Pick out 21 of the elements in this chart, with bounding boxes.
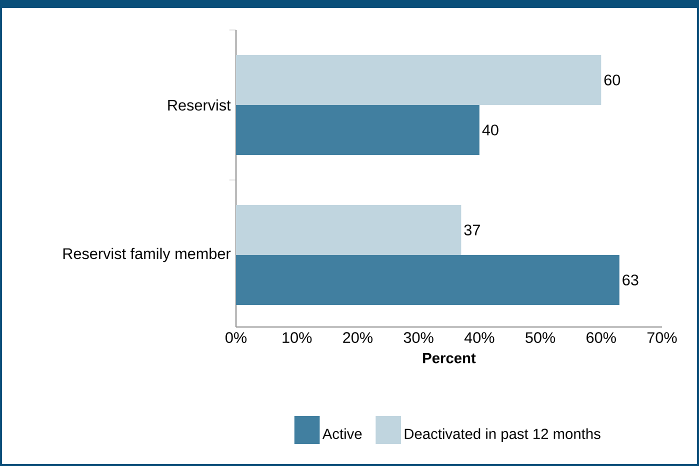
bar bbox=[236, 104, 480, 155]
x-tick-label: 60% bbox=[586, 332, 616, 343]
x-tick-label: 10% bbox=[282, 332, 312, 343]
x-tick-label: 40% bbox=[464, 332, 494, 343]
x-tick-label: 20% bbox=[343, 332, 373, 343]
x-tick-label: 70% bbox=[647, 332, 677, 343]
x-tick-label: 0% bbox=[226, 332, 247, 343]
bar bbox=[236, 254, 620, 305]
x-axis-title: Percent bbox=[423, 353, 476, 364]
data-label: 37 bbox=[464, 224, 480, 236]
bar bbox=[236, 54, 602, 105]
legend-label: Deactivated in past 12 months bbox=[404, 428, 600, 442]
bar bbox=[236, 204, 462, 255]
x-tick-label: 50% bbox=[526, 332, 556, 343]
data-label: 40 bbox=[482, 124, 498, 136]
x-tick-label: 30% bbox=[404, 332, 434, 343]
y-tick-label: Reservist family member bbox=[63, 248, 231, 262]
y-tick-label: Reservist bbox=[168, 99, 231, 111]
data-label: 63 bbox=[622, 274, 638, 286]
legend-label: Active bbox=[322, 428, 362, 440]
data-label: 60 bbox=[604, 74, 620, 86]
